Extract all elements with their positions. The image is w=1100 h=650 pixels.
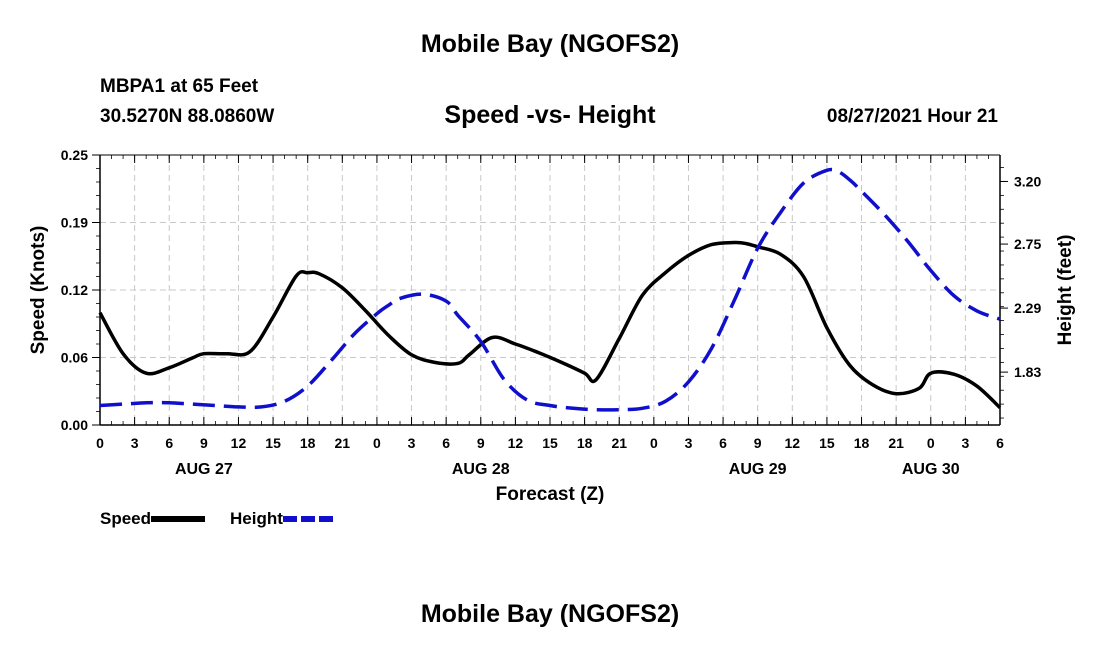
- x-tick-label: 18: [577, 435, 593, 451]
- legend-speed: Speed: [100, 508, 206, 530]
- y-right-tick-label: 2.29: [1014, 300, 1041, 316]
- x-tick-label: 3: [408, 435, 416, 451]
- station-coordinates: 30.5270N 88.0860W: [100, 106, 275, 127]
- x-tick-label: 18: [854, 435, 870, 451]
- x-tick-label: 12: [508, 435, 524, 451]
- y-right-tick-label: 2.75: [1014, 236, 1041, 252]
- series-line-speed: [98, 240, 1002, 409]
- chart-subtitle: Speed -vs- Height: [444, 101, 656, 129]
- x-day-label: AUG 30: [902, 461, 960, 478]
- x-axis-title: Forecast (Z): [496, 484, 605, 505]
- x-tick-label: 9: [477, 435, 485, 451]
- y-left-tick-label: 0.00: [61, 417, 88, 433]
- x-tick-label: 9: [200, 435, 208, 451]
- x-tick-label: 9: [754, 435, 762, 451]
- y-left-tick-label: 0.12: [61, 282, 88, 298]
- x-tick-label: 6: [996, 435, 1004, 451]
- x-tick-label: 0: [927, 435, 935, 451]
- station-label: MBPA1 at 65 Feet: [100, 76, 259, 97]
- x-tick-label: 6: [165, 435, 173, 451]
- x-tick-label: 15: [265, 435, 281, 451]
- x-tick-label: 21: [611, 435, 627, 451]
- x-tick-label: 12: [785, 435, 801, 451]
- x-day-label: AUG 27: [175, 461, 233, 478]
- x-tick-label: 21: [335, 435, 351, 451]
- legend-speed-swatch: [151, 516, 206, 522]
- y-left-tick-label: 0.06: [61, 350, 88, 366]
- footer-title: Mobile Bay (NGOFS2): [420, 600, 680, 628]
- series: [98, 167, 1002, 412]
- x-tick-label: 12: [231, 435, 247, 451]
- legend-height-label: Height: [230, 509, 283, 528]
- x-tick-label: 0: [373, 435, 381, 451]
- y-right-axis-title: Height (feet): [1055, 235, 1076, 346]
- legend-height-swatch: [282, 516, 337, 522]
- legend-speed-label: Speed: [100, 509, 152, 528]
- x-tick-label: 6: [719, 435, 727, 451]
- series-line-height: [99, 167, 1001, 412]
- x-day-label: AUG 28: [452, 461, 510, 478]
- legend-height: Height: [230, 508, 337, 530]
- x-tick-label: 21: [888, 435, 904, 451]
- x-tick-label: 6: [442, 435, 450, 451]
- x-tick-label: 18: [300, 435, 316, 451]
- y-left-axis-title: Speed (Knots): [28, 226, 49, 355]
- y-right-tick-label: 1.83: [1014, 364, 1041, 380]
- x-day-label: AUG 29: [729, 461, 787, 478]
- x-tick-label: 0: [650, 435, 658, 451]
- x-tick-label: 15: [542, 435, 558, 451]
- y-left-tick-label: 0.19: [61, 215, 88, 231]
- x-tick-label: 15: [819, 435, 835, 451]
- x-tick-label: 3: [961, 435, 969, 451]
- chart-title: Mobile Bay (NGOFS2): [420, 30, 680, 58]
- forecast-datetime: 08/27/2021 Hour 21: [826, 106, 998, 127]
- y-left-tick-label: 0.25: [61, 147, 88, 163]
- x-tick-label: 3: [131, 435, 139, 451]
- x-tick-label: 3: [685, 435, 693, 451]
- axes: 0 3 6 9 12 15 18 21 0 3 6 9 12 15 18 21 0 3 6 9 12 15 18 21 0 3 6A…: [28, 147, 1076, 505]
- y-right-tick-label: 3.20: [1014, 173, 1041, 189]
- x-tick-label: 0: [96, 435, 104, 451]
